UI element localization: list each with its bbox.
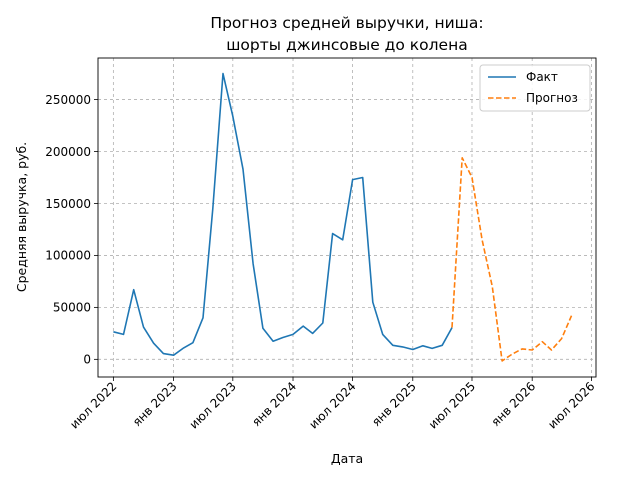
y-tick-label-3: 150000 (45, 197, 91, 211)
y-tick-label-4: 200000 (45, 145, 91, 159)
y-tick-label-2: 100000 (45, 249, 91, 263)
y-tick-label-5: 250000 (45, 93, 91, 107)
y-tick-label-0: 0 (83, 353, 91, 367)
series-line-forecast (451, 157, 573, 362)
x-axis-label: Дата (331, 451, 363, 466)
legend-label-fact: Факт (526, 70, 558, 84)
series-line-fact (113, 72, 453, 356)
legend-label-forecast: Прогноз (526, 91, 578, 105)
legend: Факт Прогноз (479, 64, 591, 112)
y-tick-label-1: 50000 (53, 301, 91, 315)
grid-lines (98, 58, 596, 377)
chart-title-line-2: шорты джинсовые до колена (226, 36, 467, 54)
series-lines (113, 72, 573, 362)
chart-title-line-1: Прогноз средней выручки, ниша: (210, 14, 483, 32)
plot-frame (97, 57, 597, 378)
y-axis-label: Средняя выручка, руб. (14, 142, 29, 292)
